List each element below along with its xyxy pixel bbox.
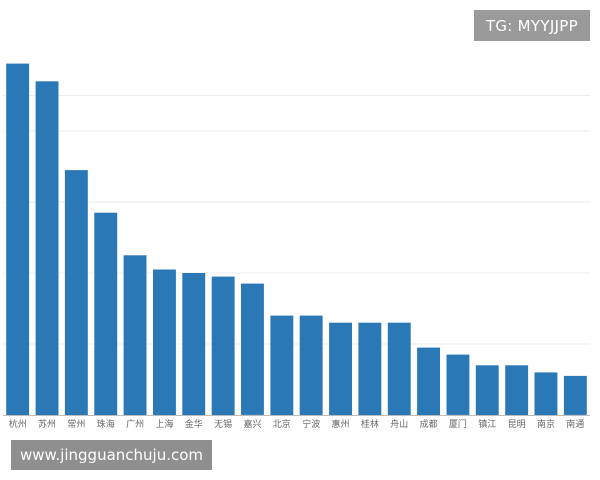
bar-18 xyxy=(534,372,558,415)
x-tick-label-15: 厦门 xyxy=(449,418,467,430)
x-tick-label-18: 南京 xyxy=(537,418,555,430)
bar-10 xyxy=(299,315,323,415)
x-tick-label-12: 桂林 xyxy=(361,418,379,430)
bar-7 xyxy=(211,276,235,415)
x-tick-label-13: 舟山 xyxy=(390,418,408,430)
bar-13 xyxy=(387,322,411,415)
gridlines xyxy=(3,95,590,345)
bar-19 xyxy=(563,375,587,415)
bar-6 xyxy=(182,273,206,415)
watermark-top-right: TG: MYYJJPP xyxy=(473,10,590,41)
bar-0 xyxy=(6,63,30,415)
x-tick-labels: 杭州 苏州 常州 珠海 广州 上海 金华 无锡 嘉兴 北京 宁波 惠州 桂林 舟山 成都 厦门 镇江 昆明 南京 南通 xyxy=(9,418,585,430)
bar-1 xyxy=(35,81,59,416)
bar-8 xyxy=(241,283,264,415)
x-tick-label-16: 镇江 xyxy=(478,418,496,430)
bar-5 xyxy=(153,269,176,415)
x-tick-label-19: 南通 xyxy=(566,418,584,430)
bar-16 xyxy=(475,365,499,415)
x-tick-label-8: 嘉兴 xyxy=(243,418,261,430)
x-tick-label-7: 无锡 xyxy=(214,419,232,430)
bar-14 xyxy=(417,347,440,416)
bar-17 xyxy=(505,365,529,415)
watermark-bottom-left: www.jingguanchuju.com xyxy=(11,440,213,470)
bar-12 xyxy=(358,322,382,415)
bar-9 xyxy=(270,315,294,415)
x-tick-label-14: 成都 xyxy=(420,418,438,430)
x-tick-label-17: 昆明 xyxy=(508,419,526,430)
x-tick-label-4: 广州 xyxy=(126,418,144,430)
x-tick-label-2: 常州 xyxy=(67,418,85,430)
bar-4 xyxy=(123,255,147,416)
x-tick-label-1: 苏州 xyxy=(38,418,56,430)
x-tick-label-6: 金华 xyxy=(185,418,203,430)
x-tick-label-5: 上海 xyxy=(155,418,173,430)
x-tick-label-3: 珠海 xyxy=(97,418,115,430)
bar-11 xyxy=(329,322,352,415)
x-tick-label-0: 杭州 xyxy=(9,418,27,430)
bar-3 xyxy=(94,212,118,415)
bar-15 xyxy=(446,354,470,415)
x-tick-label-9: 北京 xyxy=(273,418,291,430)
x-tick-label-11: 惠州 xyxy=(331,418,349,430)
bars-group xyxy=(6,63,587,416)
x-tick-label-10: 宁波 xyxy=(302,418,320,430)
bar-2 xyxy=(64,170,88,415)
